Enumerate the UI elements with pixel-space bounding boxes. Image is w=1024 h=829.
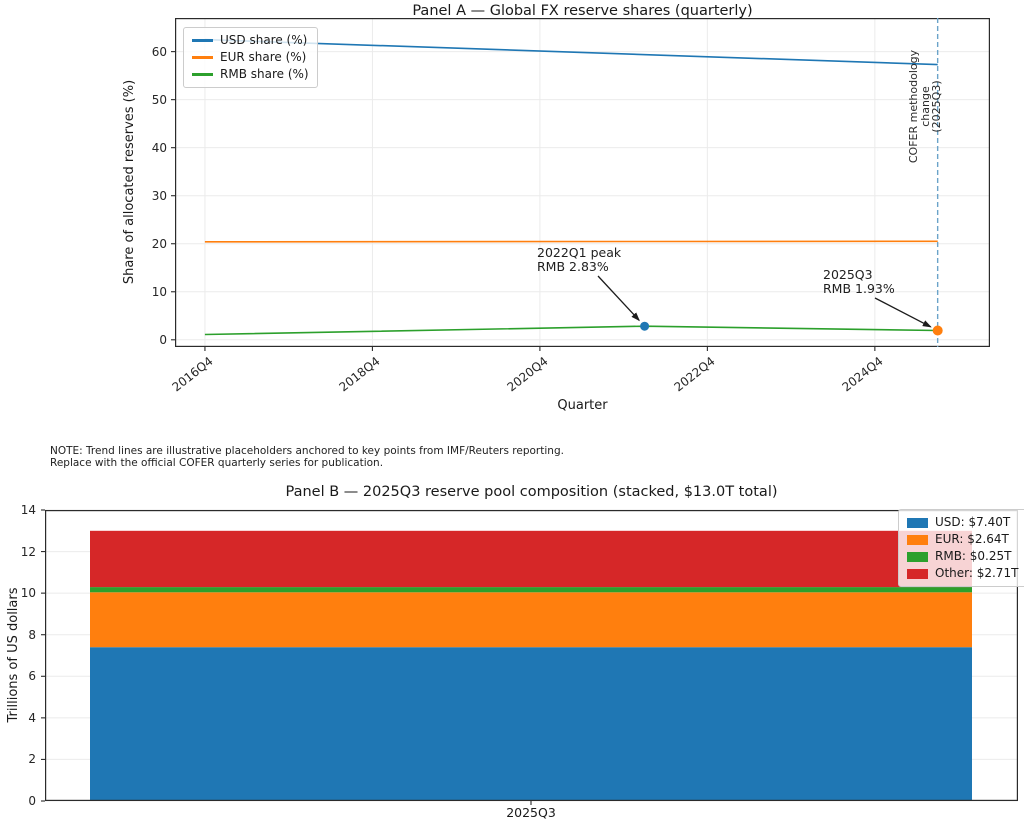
panel-a-x-tick-label: 2022Q4 xyxy=(671,354,718,395)
panel-a-x-tick-label: 2024Q4 xyxy=(839,354,886,395)
marker-2025q3 xyxy=(932,325,943,336)
panel-a-legend: USD share (%) EUR share (%) RMB share (%) xyxy=(183,27,318,88)
panel-b-y-tick-label: 8 xyxy=(28,628,36,642)
legend-item: RMB: $0.25T xyxy=(907,548,1018,565)
panel-b-y-tick-label: 10 xyxy=(20,586,36,600)
legend-patch-swatch xyxy=(907,534,928,545)
cofer-vline-label: COFER methodology change (2025Q3) xyxy=(907,49,943,164)
panel-a-x-tick-label: 2018Q4 xyxy=(336,354,383,395)
panel-b-legend: USD: $7.40T EUR: $2.64T RMB: $0.25T Other: … xyxy=(898,509,1024,587)
stacked-bar-segment-rmb xyxy=(90,587,972,593)
panel-a-x-tick-label: 2016Q4 xyxy=(169,354,216,395)
panel-b-spines xyxy=(45,510,1018,801)
legend-line-swatch xyxy=(192,56,213,59)
legend-patch-swatch xyxy=(907,568,928,579)
legend-label: Other: $2.71T xyxy=(935,566,1019,580)
stacked-bar-segment-eur xyxy=(90,592,972,648)
legend-label: EUR: $2.64T xyxy=(935,532,1009,546)
panel-a-y-tick-label: 0 xyxy=(159,333,167,347)
legend-patch-swatch xyxy=(907,517,928,528)
legend-label: RMB: $0.25T xyxy=(935,549,1012,563)
panel-a-y-tick-label: 10 xyxy=(151,285,167,299)
panel-a-title: Panel A — Global FX reserve shares (quar… xyxy=(412,3,753,19)
rmb-share-line xyxy=(204,325,938,336)
legend-item: EUR: $2.64T xyxy=(907,531,1018,548)
legend-item: EUR share (%) xyxy=(192,49,309,66)
legend-item: RMB share (%) xyxy=(192,66,309,83)
panel-b-y-tick-label: 4 xyxy=(28,711,36,725)
legend-item: Other: $2.71T xyxy=(907,565,1018,582)
panel-a-spines xyxy=(175,18,990,347)
panel-a-x-tick-label: 2020Q4 xyxy=(504,354,551,395)
panel-b-y-axis-label: Trillions of US dollars xyxy=(6,587,21,723)
panel-b-plot-svg xyxy=(41,509,1018,805)
panel-b-y-tick-label: 14 xyxy=(20,503,36,517)
stacked-bar-segment-other xyxy=(90,530,972,588)
chart-note-line1: NOTE: Trend lines are illustrative place… xyxy=(50,445,564,457)
panel-b-x-tick-label: 2025Q3 xyxy=(506,805,556,820)
annotation-arrow xyxy=(597,275,640,322)
legend-line-swatch xyxy=(192,73,213,76)
chart-note-line2: Replace with the official COFER quarterl… xyxy=(50,457,384,469)
panel-a-x-axis-label: Quarter xyxy=(557,398,608,413)
panel-a-y-tick-label: 60 xyxy=(151,45,167,59)
panel-b-plot xyxy=(41,509,1018,805)
panel-a-y-tick-label: 50 xyxy=(151,93,167,107)
panel-a-y-tick-label: 20 xyxy=(151,237,167,251)
legend-patch-swatch xyxy=(907,551,928,562)
annotation-2022q1-peak: 2022Q1 peak RMB 2.83% xyxy=(537,245,622,274)
panel-b-title: Panel B — 2025Q3 reserve pool compositio… xyxy=(285,484,778,500)
legend-label: USD share (%) xyxy=(220,33,308,47)
legend-label: RMB share (%) xyxy=(220,67,309,81)
marker-2022q1 xyxy=(640,321,650,331)
panel-b-y-tick-label: 2 xyxy=(28,752,36,766)
panel-a-y-tick-label: 30 xyxy=(151,189,167,203)
legend-label: EUR share (%) xyxy=(220,50,307,64)
stacked-bar-segment-usd xyxy=(90,647,972,801)
annotation-2025q3: 2025Q3 RMB 1.93% xyxy=(823,267,895,296)
legend-line-swatch xyxy=(192,39,213,42)
legend-label: USD: $7.40T xyxy=(935,515,1011,529)
annotation-arrow xyxy=(874,297,932,328)
panel-a-y-tick-label: 40 xyxy=(151,141,167,155)
legend-item: USD: $7.40T xyxy=(907,514,1018,531)
legend-item: USD share (%) xyxy=(192,32,309,49)
panel-b-y-tick-label: 12 xyxy=(20,545,36,559)
panel-b-y-tick-label: 0 xyxy=(28,794,36,808)
eur-share-line xyxy=(204,240,938,243)
panel-b-y-tick-label: 6 xyxy=(28,669,36,683)
usd-share-line xyxy=(204,38,938,66)
